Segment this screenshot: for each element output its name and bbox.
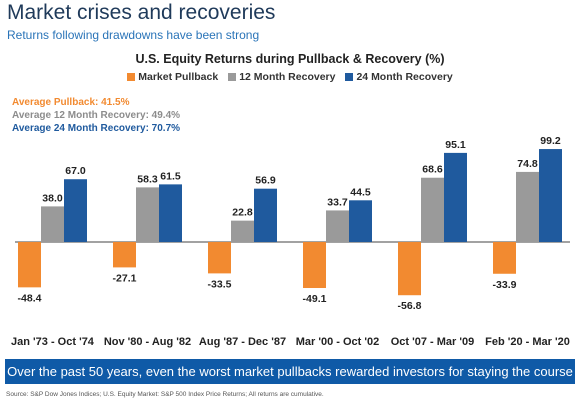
legend-label-24-month: 24 Month Recovery [356,71,453,83]
category-label-5: Oct '07 - Mar '09 [391,336,475,348]
data-label-24-month-5: 95.1 [445,139,466,151]
legend: Market Pullback 12 Month Recovery 24 Mon… [0,71,580,83]
bar-pullback-3 [208,242,231,274]
bar-pullback-5 [398,242,421,296]
bar-24-month-1 [64,179,87,242]
bar-24-month-5 [444,152,467,242]
data-label-24-month-3: 56.9 [255,175,276,187]
data-label-12-month-5: 68.6 [422,164,443,176]
category-label-2: Nov '80 - Aug '82 [104,336,191,348]
category-label-1: Jan '73 - Oct '74 [11,336,95,348]
bar-pullback-6 [493,242,516,274]
data-label-pullback-5: -56.8 [398,300,422,312]
bar-12-month-4 [326,210,349,242]
bar-12-month-6 [516,171,539,242]
data-label-pullback-6: -33.9 [493,279,517,291]
bar-12-month-1 [41,206,64,242]
bar-24-month-3 [254,188,277,242]
bar-12-month-5 [421,177,444,242]
averages-block: Average Pullback: 41.5% Average 12 Month… [12,96,180,135]
data-label-pullback-2: -27.1 [113,272,137,284]
data-label-24-month-4: 44.5 [350,186,371,198]
page-subtitle: Returns following drawdowns have been st… [7,28,260,42]
data-label-12-month-4: 33.7 [327,196,348,208]
data-label-24-month-1: 67.0 [65,165,86,177]
legend-swatch-12-month [228,73,237,81]
bar-24-month-4 [349,200,372,242]
data-label-pullback-1: -48.4 [18,292,42,304]
legend-label-pullback: Market Pullback [138,71,219,83]
bar-12-month-2 [136,187,159,242]
legend-label-12-month: 12 Month Recovery [239,71,336,83]
data-label-pullback-3: -33.5 [208,278,232,290]
data-label-12-month-1: 38.0 [42,192,63,204]
bar-24-month-6 [539,149,562,242]
legend-item-12-month: 12 Month Recovery [228,71,335,83]
bar-pullback-2 [113,242,136,268]
bar-24-month-2 [159,184,182,242]
bar-pullback-1 [18,242,41,288]
legend-swatch-24-month [345,73,354,81]
average-12-month: Average 12 Month Recovery: 49.4% [12,110,181,121]
data-label-12-month-2: 58.3 [137,173,158,185]
data-label-12-month-3: 22.8 [232,207,253,219]
data-label-24-month-6: 99.2 [540,135,561,147]
legend-item-24-month: 24 Month Recovery [345,71,453,83]
chart-title: U.S. Equity Returns during Pullback & Re… [135,52,445,66]
bar-pullback-4 [303,242,326,289]
bar-12-month-3 [231,220,254,242]
category-label-3: Aug '87 - Dec '87 [199,336,286,348]
average-24-month: Average 24 Month Recovery: 70.7% [12,123,181,134]
legend-swatch-pullback [127,73,136,81]
legend-item-pullback: Market Pullback [127,71,218,83]
data-label-12-month-6: 74.8 [517,158,538,170]
data-label-pullback-4: -49.1 [303,293,327,305]
page-title: Market crises and recoveries [7,1,276,24]
footnote: Source: S&P Dow Jones Indices; U.S. Equi… [6,391,324,398]
data-label-24-month-2: 61.5 [160,170,181,182]
banner: Over the past 50 years, even the worst m… [5,359,575,384]
average-pullback: Average Pullback: 41.5% [12,97,130,108]
category-label-6: Feb '20 - Mar '20 [485,336,570,348]
category-label-4: Mar '00 - Oct '02 [296,336,380,348]
